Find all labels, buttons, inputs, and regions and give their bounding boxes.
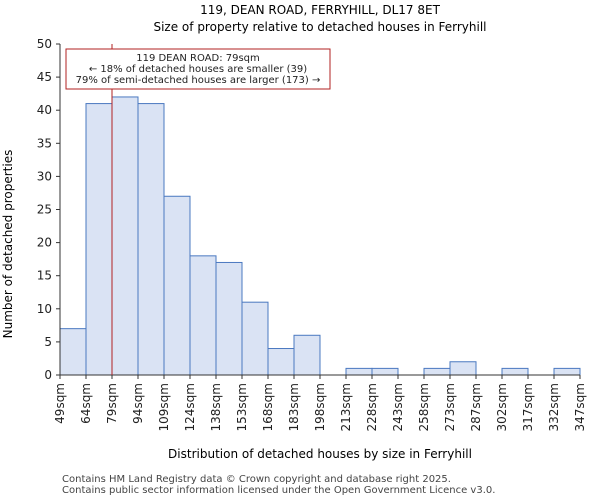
bar-332sqm bbox=[553, 367, 581, 376]
y-tick-label: 15 bbox=[37, 269, 52, 283]
annotation-line3: 79% of semi-detached houses are larger (… bbox=[76, 75, 321, 86]
bar-94sqm bbox=[137, 103, 165, 376]
bar-273sqm bbox=[449, 361, 477, 376]
x-tick-label: 198sqm bbox=[313, 383, 327, 431]
x-tick-label: 49sqm bbox=[53, 383, 67, 424]
bar-79sqm bbox=[111, 96, 139, 376]
bar-228sqm bbox=[371, 367, 399, 376]
bars-layer bbox=[59, 96, 581, 376]
x-tick-label: 168sqm bbox=[261, 383, 275, 431]
bar-64sqm bbox=[85, 103, 113, 376]
x-tick-label: 153sqm bbox=[235, 383, 249, 431]
y-tick-label: 45 bbox=[37, 70, 52, 84]
y-tick-label: 20 bbox=[37, 236, 52, 250]
footer-line2: Contains public sector information licen… bbox=[62, 485, 496, 496]
bar-124sqm bbox=[189, 255, 217, 376]
x-axis-label: Distribution of detached houses by size … bbox=[168, 447, 472, 461]
x-tick-label: 317sqm bbox=[521, 383, 535, 431]
annotation-line2: ← 18% of detached houses are smaller (39… bbox=[89, 64, 307, 75]
y-tick-label: 0 bbox=[44, 368, 52, 382]
y-tick-label: 35 bbox=[37, 136, 52, 150]
bar-109sqm bbox=[163, 195, 191, 376]
chart-title-line2: Size of property relative to detached ho… bbox=[153, 20, 486, 34]
bar-258sqm bbox=[423, 367, 451, 376]
x-tick-label: 287sqm bbox=[469, 383, 483, 431]
ticks-layer: 0 5 10 15 20 25 30 35 40 45 50 49sqm 64sqm 79sqm 94sqm… bbox=[37, 37, 587, 431]
bar-213sqm bbox=[345, 367, 373, 376]
footer-line1: Contains HM Land Registry data © Crown c… bbox=[62, 474, 451, 485]
y-tick-label: 25 bbox=[37, 203, 52, 217]
x-tick-label: 64sqm bbox=[79, 383, 93, 424]
x-tick-label: 243sqm bbox=[391, 383, 405, 431]
x-tick-label: 138sqm bbox=[209, 383, 223, 431]
x-tick-label: 124sqm bbox=[183, 383, 197, 431]
x-tick-label: 79sqm bbox=[105, 383, 119, 424]
y-axis-label: Number of detached properties bbox=[1, 150, 15, 339]
y-tick-label: 10 bbox=[37, 302, 52, 316]
bar-168sqm bbox=[267, 348, 295, 376]
y-tick-label: 30 bbox=[37, 169, 52, 183]
annotation-line1: 119 DEAN ROAD: 79sqm bbox=[136, 53, 260, 64]
y-tick-label: 40 bbox=[37, 103, 52, 117]
bar-183sqm bbox=[293, 334, 321, 376]
x-tick-label: 258sqm bbox=[417, 383, 431, 431]
x-tick-label: 273sqm bbox=[443, 383, 457, 431]
x-tick-label: 94sqm bbox=[131, 383, 145, 424]
x-tick-label: 109sqm bbox=[157, 383, 171, 431]
bar-138sqm bbox=[215, 261, 243, 376]
y-tick-label: 50 bbox=[37, 37, 52, 51]
annotation-box bbox=[65, 48, 331, 90]
x-tick-label: 228sqm bbox=[365, 383, 379, 431]
x-tick-label: 347sqm bbox=[573, 383, 587, 431]
x-tick-label: 302sqm bbox=[495, 383, 509, 431]
x-tick-label: 213sqm bbox=[339, 383, 353, 431]
bar-153sqm bbox=[241, 301, 269, 376]
x-tick-label: 183sqm bbox=[287, 383, 301, 431]
chart-title-line1: 119, DEAN ROAD, FERRYHILL, DL17 8ET bbox=[200, 3, 441, 17]
bar-49sqm bbox=[59, 328, 87, 376]
x-tick-label: 332sqm bbox=[547, 383, 561, 431]
y-tick-label: 5 bbox=[44, 335, 52, 349]
bar-302sqm bbox=[501, 367, 529, 376]
